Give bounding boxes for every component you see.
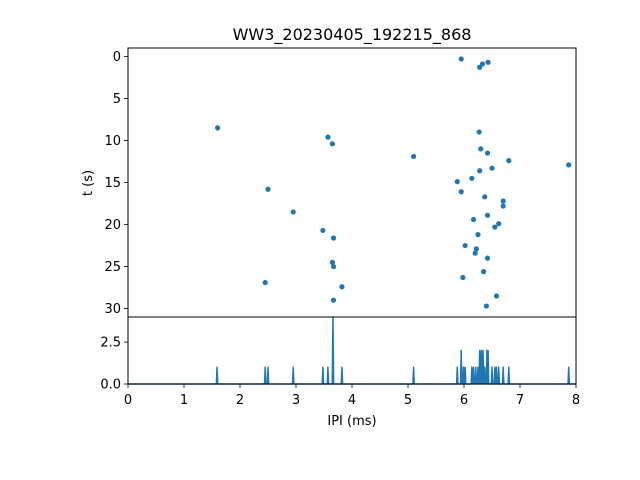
scatter-point — [330, 297, 337, 303]
x-tick-label: 0 — [124, 393, 132, 408]
x-tick-label: 4 — [348, 393, 356, 408]
y-tick-label: 5 — [113, 92, 121, 107]
scatter-point — [485, 59, 491, 65]
scatter-points — [215, 56, 572, 309]
scatter-point — [330, 235, 337, 241]
scatter-point — [454, 179, 460, 185]
x-axis-label: IPI (ms) — [327, 414, 376, 429]
scatter-point — [262, 279, 268, 286]
scatter-point — [483, 303, 489, 309]
top-y-axis-ticks: 0 5 10 15 20 25 30 — [104, 50, 128, 317]
y-tick-label: 15 — [104, 176, 121, 191]
scatter-point — [460, 274, 466, 281]
y-tick-label: 30 — [104, 302, 121, 317]
scatter-point — [458, 56, 464, 62]
scatter-point — [320, 227, 326, 234]
scatter-point — [489, 165, 495, 171]
scatter-point — [566, 162, 572, 168]
scatter-point — [469, 175, 475, 181]
scatter-point — [478, 146, 484, 152]
scatter-point — [476, 129, 482, 135]
x-tick-label: 7 — [516, 393, 524, 408]
y-tick-label: 25 — [104, 260, 121, 275]
scatter-point — [215, 125, 221, 131]
scatter-point — [477, 168, 483, 174]
scatter-point — [473, 246, 479, 252]
y-tick-label: 20 — [104, 218, 121, 233]
scatter-point — [500, 203, 506, 209]
y-tick-label: 2.5 — [100, 336, 121, 351]
x-axis-ticks: 0 1 2 3 4 5 6 7 8 — [124, 384, 580, 408]
scatter-point — [482, 194, 488, 200]
x-tick-label: 1 — [180, 393, 188, 408]
y-axis-label: t (s) — [81, 170, 96, 196]
scatter-point — [290, 209, 296, 215]
x-tick-label: 2 — [236, 393, 244, 408]
scatter-point — [484, 255, 491, 261]
scatter-point — [481, 269, 487, 275]
scatter-point — [500, 198, 506, 204]
scatter-point — [329, 259, 335, 265]
scatter-point — [496, 221, 502, 227]
x-tick-label: 8 — [572, 393, 580, 408]
bottom-axes-frame — [127, 316, 577, 385]
scatter-point — [506, 158, 512, 164]
scatter-point — [484, 212, 491, 218]
scatter-point — [472, 250, 478, 256]
x-tick-label: 3 — [292, 393, 300, 408]
scatter-point — [329, 141, 335, 147]
scatter-point — [458, 189, 464, 195]
scatter-point — [462, 242, 468, 249]
y-tick-label: 0.0 — [100, 378, 121, 393]
y-tick-label: 0 — [113, 50, 121, 65]
scatter-point — [325, 134, 331, 140]
y-tick-label: 10 — [104, 134, 121, 149]
scatter-point — [470, 216, 477, 223]
bottom-y-axis-ticks: 0.0 2.5 — [100, 336, 128, 393]
x-tick-label: 6 — [460, 393, 468, 408]
scatter-point — [493, 293, 500, 299]
scatter-point — [411, 153, 417, 160]
scatter-point — [475, 232, 481, 238]
x-tick-label: 5 — [404, 393, 412, 408]
scatter-point — [492, 224, 498, 230]
scatter-point — [339, 284, 345, 290]
scatter-point — [477, 64, 483, 70]
scatter-point — [484, 150, 491, 156]
chart-title: WW3_20230405_192215_868 — [233, 25, 472, 45]
scatter-point — [265, 186, 271, 192]
scatter-point — [330, 263, 337, 270]
